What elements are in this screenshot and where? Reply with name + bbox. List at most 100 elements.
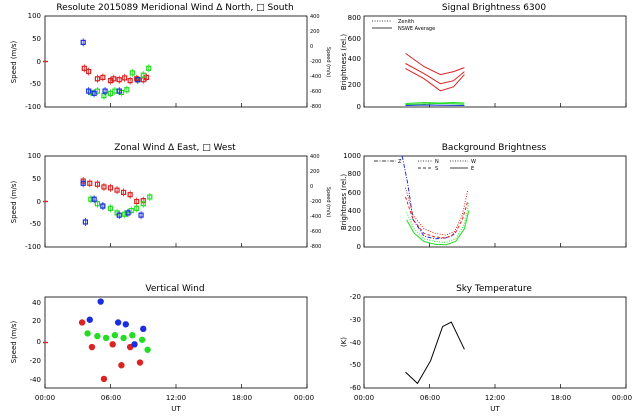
vertical-xlabel: UT bbox=[171, 405, 181, 413]
vertical-wind-panel: Vertical Wind Speed (m/s) 40 20 0 -20 -4… bbox=[10, 284, 314, 413]
meridional-point-blue bbox=[102, 88, 108, 94]
zonal-title: Zonal Wind Δ East, □ West bbox=[114, 143, 236, 153]
vertical-ytick: 40 bbox=[32, 299, 41, 307]
meridional-point-red bbox=[94, 76, 101, 82]
zonal-ylabel-right: Speed (m/s) bbox=[325, 187, 331, 217]
meridional-ytick-right: -600 bbox=[310, 89, 321, 95]
meridional-wind-panel: Resolute 2015089 Meridional Wind Δ North… bbox=[10, 3, 331, 111]
signal-title: Signal Brightness 6300 bbox=[442, 3, 546, 13]
vertical-point-red bbox=[109, 341, 116, 348]
signal-ytick: 0 bbox=[357, 103, 361, 111]
zonal-ytick-right: -200 bbox=[310, 199, 321, 205]
meridional-ytick-right: 200 bbox=[310, 29, 320, 35]
meridional-ytick-right: -800 bbox=[310, 104, 321, 110]
sky-frame bbox=[363, 296, 627, 389]
signal-line-nswe-average bbox=[405, 52, 465, 76]
signal-ytick: 400 bbox=[348, 55, 361, 63]
vertical-xtick: 00:00 bbox=[294, 394, 314, 402]
zonal-point-green bbox=[94, 201, 101, 207]
background-legend-w: W bbox=[471, 159, 476, 165]
meridional-point-green bbox=[129, 70, 135, 76]
vertical-point-red bbox=[78, 319, 86, 326]
vertical-title: Vertical Wind bbox=[145, 284, 204, 294]
background-line-n bbox=[405, 187, 469, 236]
sky-ytick: -20 bbox=[350, 293, 361, 301]
zonal-point-blue bbox=[100, 203, 106, 209]
signal-ytick: 200 bbox=[348, 81, 361, 89]
signal-ytick: 800 bbox=[348, 14, 361, 22]
vertical-xtick: 00:00 bbox=[35, 394, 55, 402]
background-ytick: 600 bbox=[348, 189, 361, 197]
meridional-point-red bbox=[100, 74, 106, 81]
background-ytick: 200 bbox=[348, 225, 361, 233]
background-title: Background Brightness bbox=[442, 143, 547, 153]
meridional-ytick-right: 400 bbox=[310, 14, 320, 20]
zonal-ylabel: Speed (m/s) bbox=[10, 181, 18, 224]
zonal-point-green bbox=[122, 211, 128, 217]
vertical-point-blue bbox=[131, 341, 138, 348]
zonal-ytick-right: 400 bbox=[310, 154, 320, 160]
meridional-frame bbox=[44, 15, 308, 108]
zonal-point-red bbox=[120, 189, 127, 195]
sky-line-black bbox=[405, 321, 465, 385]
zonal-point-blue bbox=[138, 212, 144, 218]
meridional-ytick-right: -200 bbox=[310, 59, 321, 65]
vertical-ytick: -20 bbox=[30, 357, 41, 365]
meridional-ylabel: Speed (m/s) bbox=[10, 41, 18, 84]
sky-xtick: 00:00 bbox=[354, 394, 374, 402]
vertical-point-blue bbox=[114, 319, 122, 326]
meridional-ytick: -100 bbox=[25, 103, 41, 111]
vertical-point-blue bbox=[86, 316, 93, 323]
vertical-point-red bbox=[88, 343, 96, 351]
zonal-point-green bbox=[147, 194, 153, 200]
vertical-point-blue bbox=[140, 325, 147, 333]
vertical-point-red bbox=[100, 375, 108, 383]
signal-line-nswe-average bbox=[405, 104, 465, 106]
vertical-ytick: -40 bbox=[30, 376, 41, 384]
background-legend-s: S bbox=[435, 166, 438, 172]
meridional-point-red bbox=[86, 68, 92, 75]
meridional-point-blue bbox=[86, 88, 92, 94]
zonal-point-red bbox=[127, 192, 133, 198]
meridional-ytick: 0 bbox=[37, 58, 41, 66]
zonal-ytick-right: 200 bbox=[310, 169, 320, 175]
signal-brightness-panel: Signal Brightness 6300 Brightness (rel.)… bbox=[340, 3, 627, 111]
sky-xtick: 18:00 bbox=[551, 394, 571, 402]
zonal-wind-panel: Zonal Wind Δ East, □ West Speed (m/s) Sp… bbox=[10, 143, 331, 251]
signal-legend-zenith: Zenith bbox=[398, 19, 414, 25]
meridional-title: Resolute 2015089 Meridional Wind Δ North… bbox=[56, 3, 293, 13]
background-legend-n: N bbox=[435, 159, 439, 165]
vertical-point-green bbox=[120, 334, 127, 342]
vertical-point-red bbox=[136, 359, 144, 366]
background-ylabel: Brightness (rel.) bbox=[340, 174, 348, 230]
meridional-ytick: 50 bbox=[32, 35, 41, 43]
zonal-point-green bbox=[134, 205, 140, 211]
signal-legend: Zenith NSWE Average bbox=[372, 19, 435, 32]
meridional-point-red bbox=[116, 77, 122, 83]
background-line-s bbox=[405, 196, 469, 239]
zonal-point-green bbox=[140, 201, 146, 207]
zonal-point-red bbox=[107, 185, 114, 191]
zonal-point-blue bbox=[116, 212, 122, 218]
vertical-point-green bbox=[111, 332, 119, 339]
zonal-ytick-right: 0 bbox=[310, 184, 313, 190]
meridional-ytick-right: 0 bbox=[310, 44, 313, 50]
meridional-point-green bbox=[146, 65, 152, 71]
zonal-point-red bbox=[134, 198, 140, 205]
zonal-point-red bbox=[114, 187, 120, 193]
meridional-ylabel-right: Speed (m/s) bbox=[325, 47, 331, 77]
background-line-z bbox=[401, 155, 458, 240]
zonal-point-green bbox=[107, 205, 114, 211]
sky-xlabel: UT bbox=[490, 405, 500, 413]
vertical-point-blue bbox=[122, 321, 129, 328]
sky-ytick: -50 bbox=[350, 361, 361, 369]
sky-title: Sky Temperature bbox=[456, 284, 532, 294]
meridional-plot-area bbox=[43, 38, 308, 107]
meridional-point-red bbox=[81, 65, 87, 71]
zonal-point-red bbox=[87, 180, 93, 186]
zonal-ytick: 0 bbox=[37, 198, 41, 206]
zonal-ytick-right: -600 bbox=[310, 229, 321, 235]
vertical-point-red bbox=[118, 362, 125, 369]
vertical-frame bbox=[44, 296, 308, 389]
